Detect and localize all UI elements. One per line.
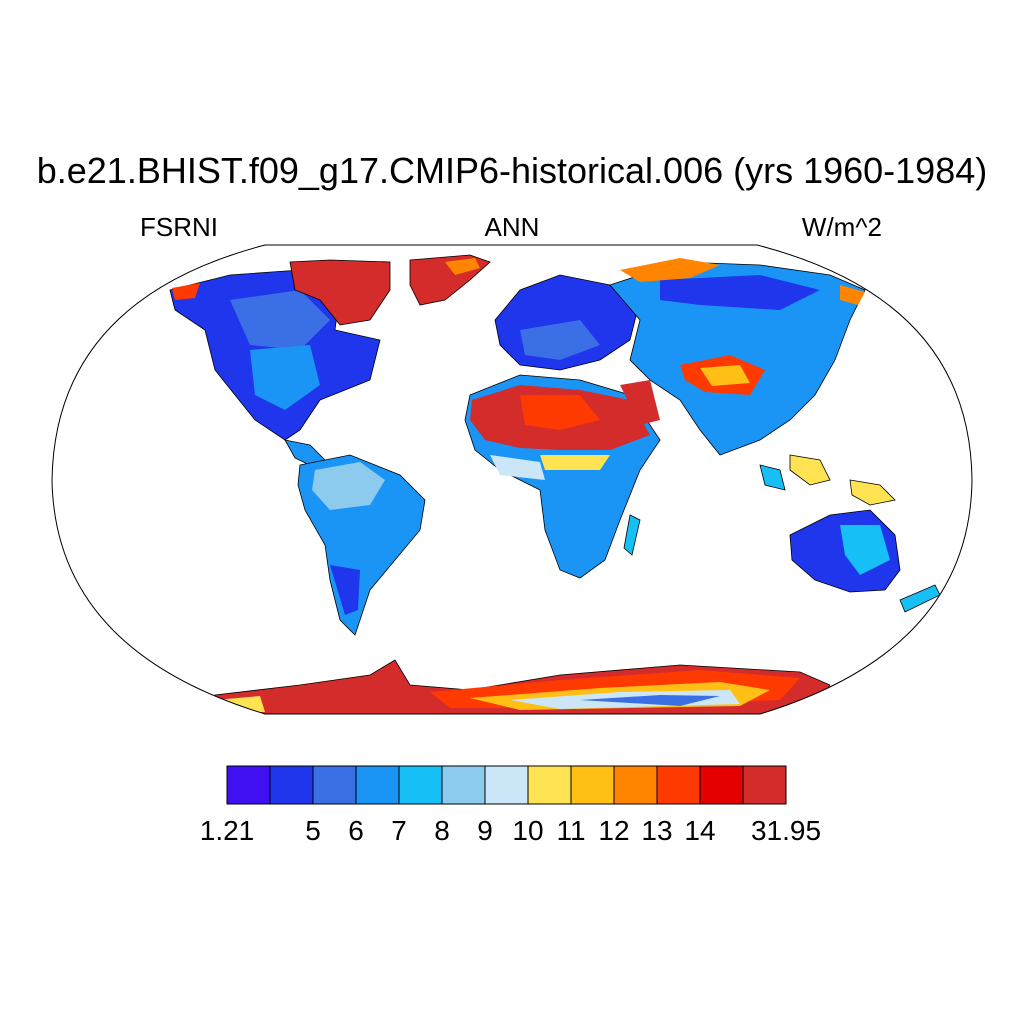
colorbar-label: 13	[641, 815, 672, 846]
colorbar-label: 10	[512, 815, 543, 846]
continent-south-america	[297, 454, 426, 636]
colorbar-label: 1.21	[200, 815, 255, 846]
colorbar-box	[398, 765, 443, 805]
colorbar-label: 9	[477, 815, 493, 846]
colorbar-label: 7	[391, 815, 407, 846]
colorbar-box	[656, 765, 701, 805]
colorbar-label: 14	[684, 815, 715, 846]
colorbar-box	[269, 765, 314, 805]
colorbar-label: 11	[556, 815, 585, 846]
map-outline	[51, 244, 973, 715]
continent-antarctica	[214, 659, 831, 714]
continent-europe	[494, 274, 641, 371]
region-greenland	[289, 254, 491, 326]
colorbar-label: 5	[305, 815, 321, 846]
region-maritime-continent	[759, 454, 896, 506]
colorbar-box	[226, 765, 271, 805]
variable-label: FSRNI	[140, 212, 218, 242]
colorbar-box	[312, 765, 357, 805]
colorbar-label: 8	[434, 815, 450, 846]
colorbar-box	[355, 765, 400, 805]
colorbar-box	[742, 765, 787, 805]
continent-asia	[609, 258, 866, 456]
colorbar-box	[527, 765, 572, 805]
colorbar-box	[441, 765, 486, 805]
colorbar-box	[570, 765, 615, 805]
colorbar-box	[484, 765, 529, 805]
colorbar-box	[699, 765, 744, 805]
continent-australia	[789, 509, 941, 613]
plot-title: b.e21.BHIST.f09_g17.CMIP6-historical.006…	[36, 150, 988, 191]
colorbar-box	[613, 765, 658, 805]
season-label: ANN	[484, 212, 540, 242]
units-label: W/m^2	[801, 212, 882, 242]
colorbar-label: 12	[598, 815, 629, 846]
colorbar-label: 6	[348, 815, 364, 846]
colorbar-label: 31.95	[751, 815, 821, 846]
continent-africa	[464, 374, 661, 579]
